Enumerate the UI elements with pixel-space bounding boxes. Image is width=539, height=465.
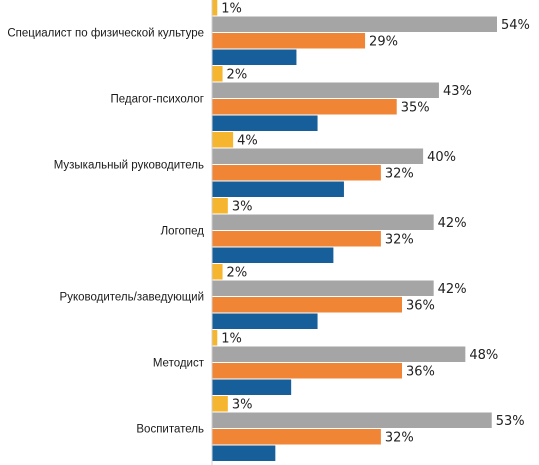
value-label-manager-gray: 42%: [438, 282, 467, 297]
bar-music-yellow: [212, 132, 234, 148]
value-label-psychologist-gray: 43%: [443, 84, 472, 99]
value-label-educator-gray: 53%: [496, 414, 525, 429]
bar-methodist-gray: [212, 346, 466, 362]
bar-psychologist-yellow: [212, 66, 223, 82]
bar-psychologist-orange: [212, 99, 397, 115]
bar-fitness-orange: [212, 33, 366, 49]
bar-music-gray: [212, 148, 424, 164]
category-label-fitness: Специалист по физической культуре: [7, 28, 204, 40]
category-label-psychologist: Педагог-психолог: [111, 94, 204, 106]
bar-speech-orange: [212, 231, 381, 247]
value-label-fitness-gray: 54%: [501, 18, 530, 33]
bar-speech-gray: [212, 214, 434, 230]
bar-manager-orange: [212, 297, 402, 313]
bar-fitness-yellow: [212, 0, 218, 16]
category-label-methodist: Методист: [153, 358, 205, 370]
bar-manager-yellow: [212, 264, 223, 280]
category-label-speech: Логопед: [161, 226, 205, 238]
bar-manager-blue: [212, 313, 318, 329]
bar-educator-orange: [212, 429, 381, 445]
bar-methodist-blue: [212, 379, 292, 395]
value-label-manager-yellow: 2%: [227, 265, 248, 280]
bar-psychologist-blue: [212, 115, 318, 131]
value-label-speech-orange: 32%: [385, 232, 414, 247]
value-label-music-gray: 40%: [427, 150, 456, 165]
value-label-methodist-yellow: 1%: [221, 331, 242, 346]
bars-layer: [212, 0, 497, 461]
value-label-music-orange: 32%: [385, 166, 414, 181]
bar-speech-yellow: [212, 198, 228, 214]
bar-methodist-orange: [212, 363, 402, 379]
bar-fitness-gray: [212, 16, 497, 32]
bar-psychologist-gray: [212, 82, 439, 98]
category-label-educator: Воспитатель: [136, 424, 204, 436]
category-label-manager: Руководитель/заведующий: [60, 292, 204, 304]
bar-methodist-yellow: [212, 330, 218, 346]
value-label-methodist-gray: 48%: [469, 348, 498, 363]
value-label-manager-orange: 36%: [406, 298, 435, 313]
bar-speech-blue: [212, 247, 334, 263]
bar-music-blue: [212, 181, 344, 197]
labels-layer: 1% 54% 29% Специалист по физической культур…: [7, 1, 530, 445]
value-label-educator-orange: 32%: [385, 430, 414, 445]
value-label-educator-yellow: 3%: [232, 397, 253, 412]
bar-educator-yellow: [212, 396, 228, 412]
bar-educator-gray: [212, 412, 492, 428]
value-label-fitness-orange: 29%: [369, 34, 398, 49]
category-label-music: Музыкальный руководитель: [54, 160, 204, 172]
value-label-psychologist-orange: 35%: [401, 100, 430, 115]
bar-fitness-blue: [212, 49, 297, 65]
value-label-methodist-orange: 36%: [406, 364, 435, 379]
bar-music-orange: [212, 165, 381, 181]
value-label-psychologist-yellow: 2%: [227, 67, 248, 82]
bar-educator-blue: [212, 445, 276, 461]
value-label-speech-gray: 42%: [438, 216, 467, 231]
value-label-fitness-yellow: 1%: [221, 1, 242, 16]
value-label-speech-yellow: 3%: [232, 199, 253, 214]
bar-manager-gray: [212, 280, 434, 296]
value-label-music-yellow: 4%: [237, 133, 258, 148]
